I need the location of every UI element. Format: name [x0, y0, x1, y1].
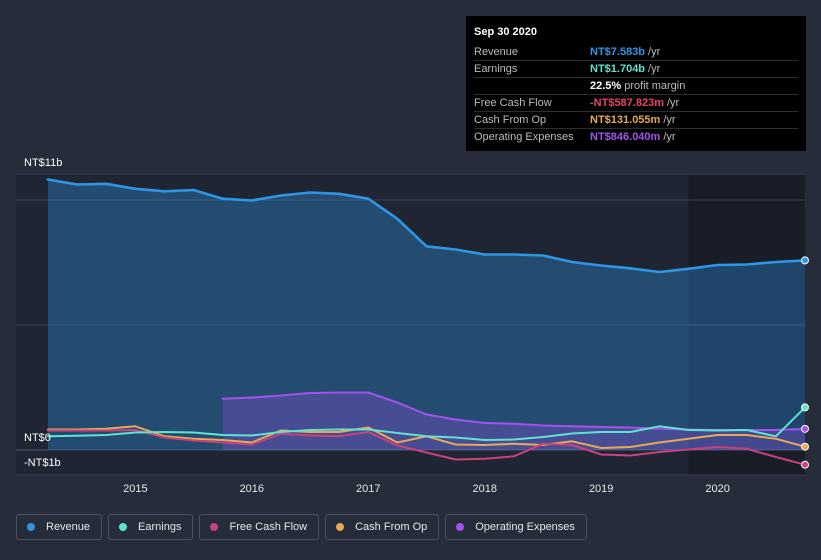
- tooltip-row-unit: /yr: [663, 114, 676, 126]
- chart-legend: Revenue Earnings Free Cash Flow Cash From O…: [16, 514, 587, 540]
- legend-item-operating-expenses[interactable]: Operating Expenses: [445, 514, 587, 540]
- tooltip-row-unit: profit margin: [624, 80, 686, 92]
- legend-label: Free Cash Flow: [229, 521, 308, 533]
- tooltip-row: Earnings NT$1.704b/yr: [474, 60, 798, 77]
- legend-dot-icon: [456, 523, 465, 531]
- legend-label: Operating Expenses: [475, 521, 575, 533]
- y-tick-label-zero: NT$0: [24, 432, 51, 444]
- tooltip-row-unit: /yr: [648, 46, 661, 58]
- x-tick-label: 2015: [123, 483, 147, 495]
- area-operating-expenses: [222, 392, 805, 450]
- x-tick-label: 2017: [356, 483, 380, 495]
- tooltip-row-label: Revenue: [474, 46, 519, 58]
- legend-label: Revenue: [46, 521, 91, 533]
- end-dot-free-cash-flow: [801, 460, 809, 469]
- legend-dot-icon: [119, 523, 128, 531]
- legend-label: Cash From Op: [355, 521, 428, 533]
- tooltip-date: Sep 30 2020: [474, 26, 537, 38]
- tooltip-row-unit: /yr: [663, 131, 676, 143]
- legend-item-earnings[interactable]: Earnings: [108, 514, 194, 540]
- y-tick-label-bottom: -NT$1b: [24, 457, 61, 469]
- tooltip-row-value: NT$131.055m: [590, 114, 661, 126]
- tooltip-row: Cash From Op NT$131.055m/yr: [474, 111, 798, 128]
- tooltip-row-label: Earnings: [474, 63, 518, 75]
- area-revenue: [48, 179, 805, 450]
- tooltip-row-unit: /yr: [648, 63, 661, 75]
- tooltip-row-unit: /yr: [667, 97, 680, 109]
- tooltip-row-label: Operating Expenses: [474, 131, 574, 143]
- data-tooltip: Sep 30 2020 Revenue NT$7.583b/yr Earnings N…: [466, 16, 806, 151]
- tooltip-row-label: Cash From Op: [474, 114, 547, 126]
- series-lines: [46, 178, 807, 466]
- x-axis-ticks: 2015 2016 2017 2018 2019 2020: [123, 483, 730, 495]
- series-end-dots: [801, 256, 809, 469]
- tooltip-row: Operating Expenses NT$846.040m/yr: [474, 128, 798, 145]
- x-tick-label: 2016: [240, 483, 264, 495]
- tooltip-row: Free Cash Flow -NT$587.823m/yr: [474, 94, 798, 111]
- legend-item-revenue[interactable]: Revenue: [16, 514, 103, 540]
- x-tick-label: 2020: [705, 483, 729, 495]
- y-tick-label-top: NT$11b: [24, 157, 62, 169]
- legend-item-free-cash-flow[interactable]: Free Cash Flow: [199, 514, 320, 540]
- tooltip-row: 22.5% profit margin: [474, 77, 798, 94]
- line-free-cash-flow: [47, 429, 806, 466]
- tooltip-row-label: Free Cash Flow: [474, 97, 552, 109]
- tooltip-row-value: -NT$587.823m: [590, 97, 664, 109]
- end-dot-earnings: [801, 403, 809, 412]
- end-dot-cash-from-op: [801, 442, 809, 451]
- line-earnings: [47, 406, 806, 441]
- x-tick-label: 2018: [472, 483, 496, 495]
- legend-dot-icon: [210, 523, 219, 531]
- legend-dot-icon: [27, 523, 35, 531]
- tooltip-rows: Revenue NT$7.583b/yr Earnings NT$1.704b/yr 2…: [474, 44, 798, 145]
- end-dot-revenue: [801, 256, 809, 265]
- x-tick-label: 2019: [589, 483, 613, 495]
- tooltip-row: Revenue NT$7.583b/yr: [474, 44, 798, 60]
- legend-item-cash-from-op[interactable]: Cash From Op: [325, 514, 440, 540]
- legend-label: Earnings: [138, 521, 182, 533]
- line-revenue: [46, 178, 807, 274]
- tooltip-row-value: NT$1.704b: [590, 63, 646, 75]
- tooltip-row-value: NT$7.583b: [590, 46, 646, 58]
- legend-dot-icon: [336, 523, 345, 531]
- series-areas: [48, 179, 805, 450]
- end-dot-operating-expenses: [801, 424, 809, 433]
- tooltip-row-value: 22.5%: [590, 80, 622, 92]
- tooltip-row-value: NT$846.040m: [590, 131, 661, 143]
